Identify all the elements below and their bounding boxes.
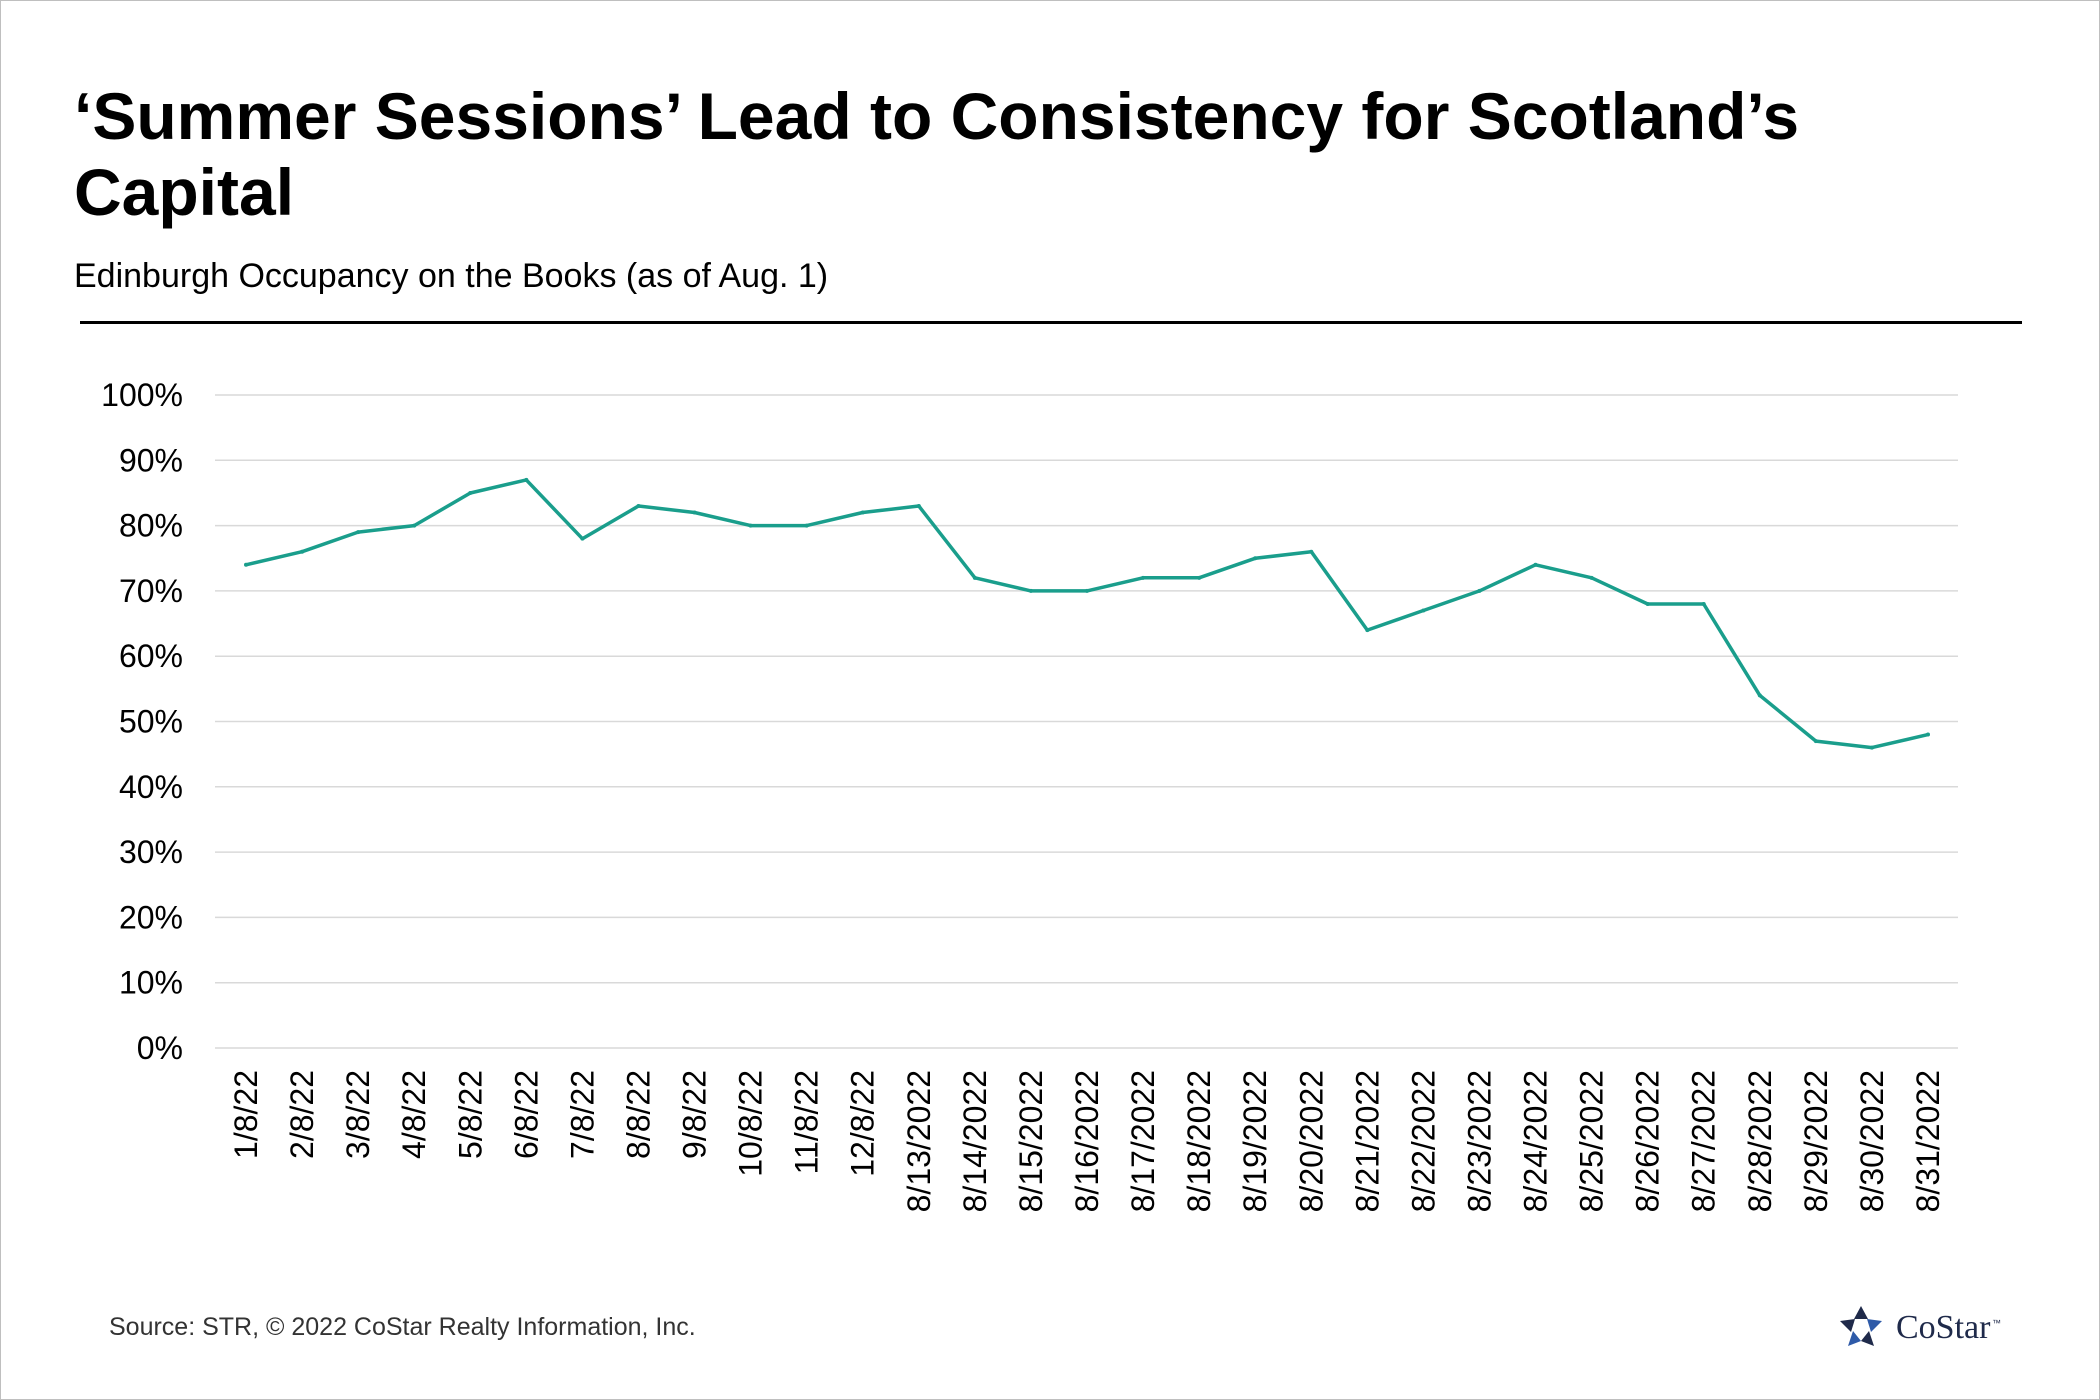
x-tick-label: 8/13/2022 xyxy=(901,1070,937,1212)
data-point xyxy=(1421,608,1426,613)
x-tick-label: 2/8/22 xyxy=(284,1070,320,1159)
x-tick-label: 8/30/2022 xyxy=(1854,1070,1890,1212)
x-tick-label: 8/23/2022 xyxy=(1461,1070,1497,1212)
gridlines xyxy=(215,394,1958,1049)
data-point xyxy=(860,510,865,515)
x-tick-label: 8/20/2022 xyxy=(1293,1070,1329,1212)
data-point xyxy=(1141,575,1146,580)
x-tick-label: 8/24/2022 xyxy=(1518,1070,1554,1212)
x-tick-label: 8/17/2022 xyxy=(1125,1070,1161,1212)
data-point xyxy=(524,477,529,482)
data-point xyxy=(356,530,361,535)
x-axis-ticks: 1/8/22 2/8/22 3/8/22 4/8/22 5/8/22 6/8/22 7/8/… xyxy=(228,1070,1946,1212)
x-tick-label: 8/29/2022 xyxy=(1798,1070,1834,1212)
x-tick-label: 7/8/22 xyxy=(564,1070,600,1159)
x-tick-label: 8/31/2022 xyxy=(1910,1070,1946,1212)
x-tick-label: 8/18/2022 xyxy=(1181,1070,1217,1212)
y-tick-label: 70% xyxy=(119,573,183,609)
data-point xyxy=(468,490,473,495)
data-point xyxy=(972,575,977,580)
costar-logo-icon xyxy=(1840,1306,1882,1346)
data-point xyxy=(636,504,641,509)
data-point xyxy=(1533,562,1538,567)
data-point xyxy=(1365,628,1370,633)
data-point xyxy=(1477,588,1482,593)
data-point xyxy=(1253,556,1258,561)
y-tick-label: 20% xyxy=(119,899,183,935)
costar-logo-text: CoStar xyxy=(1896,1309,1991,1346)
x-tick-label: 8/15/2022 xyxy=(1013,1070,1049,1212)
y-tick-label: 100% xyxy=(101,377,183,413)
x-tick-label: 11/8/22 xyxy=(789,1070,825,1174)
source-note: Source: STR, © 2022 CoStar Realty Inform… xyxy=(109,1313,696,1341)
data-point xyxy=(1085,588,1089,593)
x-tick-label: 8/16/2022 xyxy=(1069,1070,1105,1212)
data-point xyxy=(1813,739,1818,744)
y-tick-label: 80% xyxy=(119,508,183,544)
x-tick-label: 8/22/2022 xyxy=(1405,1070,1441,1212)
y-tick-label: 30% xyxy=(119,834,183,870)
y-tick-label: 10% xyxy=(119,965,183,1001)
x-tick-label: 1/8/22 xyxy=(228,1070,264,1159)
x-tick-label: 12/8/22 xyxy=(845,1070,881,1177)
x-tick-label: 9/8/22 xyxy=(677,1070,713,1159)
x-tick-label: 8/28/2022 xyxy=(1742,1070,1778,1212)
data-point xyxy=(580,536,585,541)
y-axis-ticks: 0% 10% 20% 30% 40% 50% 60% 70% 80% 90% 100% xyxy=(101,377,183,1066)
data-point xyxy=(1757,693,1762,698)
x-tick-label: 8/21/2022 xyxy=(1349,1070,1385,1212)
data-point xyxy=(412,523,417,528)
occupancy-line xyxy=(245,478,1929,750)
data-point xyxy=(1645,601,1650,606)
x-tick-label: 8/26/2022 xyxy=(1630,1070,1666,1212)
data-point xyxy=(692,510,697,515)
costar-logo-tm: ™ xyxy=(1992,1318,2001,1328)
x-tick-label: 4/8/22 xyxy=(396,1070,432,1159)
data-point xyxy=(244,562,248,567)
data-point xyxy=(748,523,753,528)
data-point xyxy=(1926,732,1930,737)
x-tick-label: 8/19/2022 xyxy=(1237,1070,1273,1212)
x-tick-label: 10/8/22 xyxy=(733,1070,769,1177)
x-tick-label: 8/14/2022 xyxy=(957,1070,993,1212)
x-tick-label: 6/8/22 xyxy=(508,1070,544,1159)
data-point xyxy=(1589,575,1594,580)
data-point xyxy=(1869,745,1874,750)
y-tick-label: 60% xyxy=(119,638,183,674)
y-tick-label: 0% xyxy=(137,1030,183,1066)
data-point xyxy=(916,504,921,509)
data-point xyxy=(804,523,809,528)
title-divider xyxy=(80,321,2022,324)
chart-title: ‘Summer Sessions’ Lead to Consistency fo… xyxy=(74,79,1800,229)
x-tick-label: 8/27/2022 xyxy=(1686,1070,1722,1212)
x-tick-label: 8/25/2022 xyxy=(1574,1070,1610,1212)
data-point xyxy=(300,549,305,554)
y-tick-label: 90% xyxy=(119,442,183,478)
y-tick-label: 50% xyxy=(119,704,183,740)
data-point xyxy=(1309,549,1314,554)
data-point xyxy=(1028,588,1033,593)
y-tick-label: 40% xyxy=(119,769,183,805)
x-tick-label: 8/8/22 xyxy=(620,1070,656,1159)
x-tick-label: 5/8/22 xyxy=(452,1070,488,1159)
chart-subtitle: Edinburgh Occupancy on the Books (as of … xyxy=(74,257,829,295)
x-tick-label: 3/8/22 xyxy=(340,1070,376,1159)
data-point xyxy=(1701,601,1706,606)
occupancy-series xyxy=(244,477,1930,750)
data-point xyxy=(1197,575,1202,580)
